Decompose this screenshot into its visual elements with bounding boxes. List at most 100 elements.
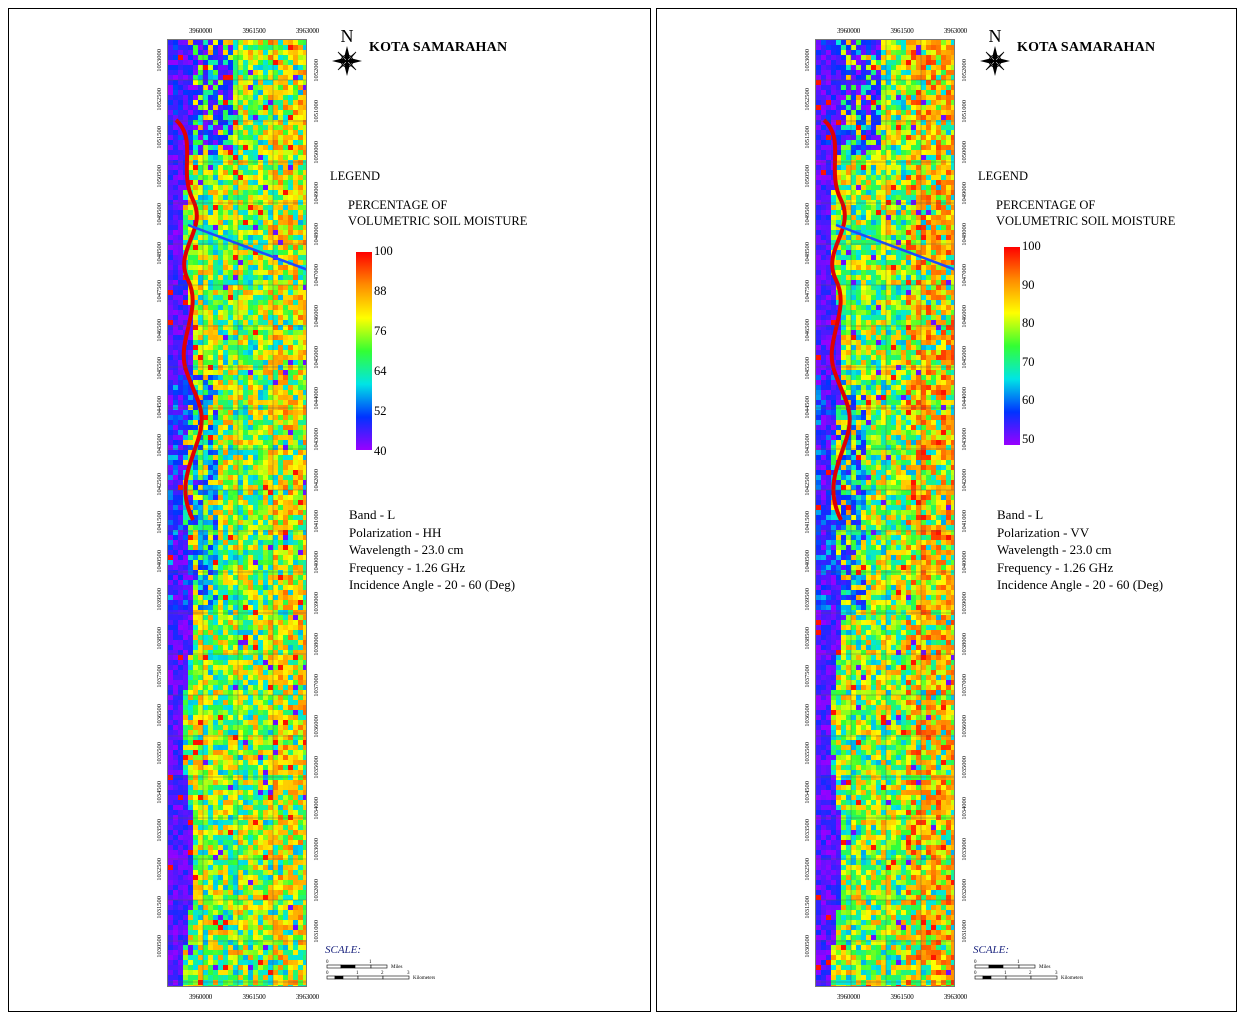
left-coord: 1042500 [156,472,163,496]
left-coord: 1034500 [156,780,163,804]
right-coord: 1032000 [961,879,968,902]
compass-rose-icon [332,46,362,76]
right-coord: 1041000 [961,510,968,533]
right-coord: 1043000 [961,428,968,451]
map-panel-vv: 3960000 3961500 3963000 1053000 1052500 10… [656,8,1237,1012]
left-coord: 1044500 [804,395,811,419]
bottom-coord: 3963000 [295,993,319,1001]
legend-heading: LEGEND [978,169,1028,183]
right-coord: 1045000 [313,346,320,369]
right-coord: 1045000 [961,346,968,369]
left-coord: 1031500 [804,896,811,919]
legend-tick-label: 76 [374,324,387,338]
param-frequency: Frequency - 1.26 GHz [997,559,1114,575]
left-coord: 1050500 [804,164,811,188]
left-coord: 1043500 [156,434,163,457]
right-coord: 1039000 [313,592,320,615]
left-coord: 1047500 [156,280,163,303]
right-coord: 1039000 [961,592,968,615]
right-coord: 1051000 [313,100,320,123]
left-coord: 1040500 [804,549,811,573]
left-coord: 1050500 [156,164,163,188]
left-coord: 1035500 [804,742,811,765]
right-coord: 1050000 [313,141,320,164]
right-coord: 1038000 [961,633,968,656]
raster-svg [168,40,306,986]
map-title: KOTA SAMARAHAN [1017,40,1156,55]
top-coord: 3961500 [890,27,914,35]
top-coord: 3960000 [837,27,861,35]
right-coord: 1048000 [961,223,968,246]
left-coord: 1049500 [804,203,811,226]
left-coord: 1049500 [156,203,163,226]
right-coord: 1037000 [961,674,968,697]
right-coord: 1049000 [961,182,968,205]
right-coord: 1037000 [313,674,320,697]
bottom-coord: 3960000 [837,993,861,1001]
km-tick-2: 2 [381,971,384,976]
right-coord: 1044000 [961,387,968,410]
left-coord: 1045500 [804,357,811,380]
right-coord: 1036000 [961,715,968,738]
map-title: KOTA SAMARAHAN [369,40,508,55]
left-coord: 1045500 [156,357,163,380]
left-coord: 1034500 [804,780,811,804]
param-polarization: Polarization - VV [997,524,1090,540]
left-coord: 1048500 [804,241,811,265]
miles-tick-0: 0 [974,960,977,965]
sensor-parameters: Band - L Polarization - VV Wavelength - … [997,506,1163,594]
km-tick-3: 3 [1055,971,1058,976]
right-coord: 1040000 [313,551,320,574]
left-coord: 1044500 [156,395,163,419]
right-coord: 1043000 [313,428,320,451]
left-coord: 1043500 [804,434,811,457]
left-coord: 1041500 [156,511,163,534]
scale-label: SCALE: [325,944,362,956]
left-coord: 1038500 [156,626,163,650]
right-coord: 1038000 [313,633,320,656]
left-coord: 1039500 [156,588,163,611]
left-coord: 1033500 [156,819,163,842]
bottom-coord: 3960000 [189,993,213,1001]
scale-bar-graphic: 0 1 Miles 0 1 2 3 Kilometers [326,960,435,981]
param-band: Band - L [997,507,1044,522]
right-coord: 1033000 [313,838,320,861]
legend-tick-label: 60 [1022,393,1035,407]
right-coordinates: 1052000 1051000 1050000 1049000 1048000 10470… [960,49,970,979]
left-coord: 1037500 [156,665,163,688]
left-coord: 1053000 [804,49,811,72]
km-label: Kilometers [413,976,435,981]
right-coordinates: 1052000 1051000 1050000 1049000 1048000 10470… [312,49,322,979]
left-coord: 1036500 [156,703,163,727]
param-incidence: Incidence Angle - 20 - 60 (Deg) [997,577,1164,592]
param-wavelength: Wavelength - 23.0 cm [997,542,1112,557]
right-coord: 1047000 [961,264,968,287]
miles-label: Miles [391,965,402,970]
right-coord: 1033000 [961,838,968,861]
right-coord: 1049000 [313,182,320,205]
right-coord: 1042000 [313,469,320,492]
left-coord: 1039500 [804,588,811,611]
right-coord: 1040000 [961,551,968,574]
right-coord: 1044000 [313,387,320,410]
legend-subtitle-line1: PERCENTAGE OF [996,198,1096,212]
left-coord: 1036500 [804,703,811,727]
legend-tick-label: 52 [374,404,387,418]
north-arrow: N [327,27,367,77]
north-label: N [988,26,1002,46]
right-coord: 1050000 [961,141,968,164]
left-coord: 1042500 [804,472,811,496]
left-coord: 1037500 [804,665,811,688]
left-coord: 1048500 [156,241,163,265]
right-coord: 1046000 [313,305,320,328]
legend-tick-label: 40 [374,444,387,458]
legend-subtitle: PERCENTAGE OF VOLUMETRIC SOIL MOISTURE [348,197,527,229]
scale-bar: SCALE: 0 1 Miles 0 1 2 3 Kilometers [973,944,1103,988]
left-coord: 1032500 [156,857,163,881]
raster-svg [816,40,954,986]
left-coord: 1035500 [156,742,163,765]
bottom-coordinates: 3960000 3961500 3963000 [189,993,319,1001]
left-coord: 1041500 [804,511,811,534]
right-coord: 1031000 [313,920,320,943]
right-coord: 1034000 [313,797,320,820]
